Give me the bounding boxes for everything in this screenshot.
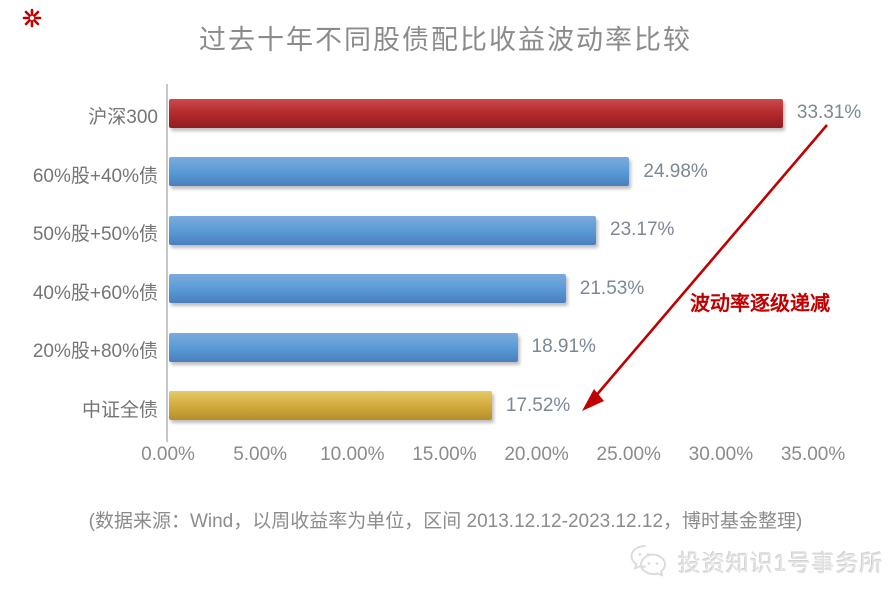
annotation-text: 波动率逐级递减 [690,293,830,315]
x-axis-tick-label: 0.00% [141,444,195,465]
red-asterisk-icon [22,8,42,28]
watermark: 投资知识1号事务所 [628,544,884,578]
category-label: 60%股+40%债 [32,165,158,187]
bar [169,332,518,362]
wechat-logo-icon [630,545,666,577]
chart-title: 过去十年不同股债配比收益波动率比较 [199,25,692,55]
watermark-text: 投资知识1号事务所 [678,550,884,576]
bar [169,274,566,304]
value-label: 23.17% [610,219,675,241]
bar [169,157,630,187]
x-axis-tick-label: 30.00% [688,444,754,465]
x-axis-tick-label: 25.00% [596,444,661,465]
source-note: (数据来源：Wind，以周收益率为单位，区间 2013.12.12-2023.1… [88,511,803,532]
y-axis-line [166,84,168,442]
x-axis-tick-label: 20.00% [504,444,569,465]
value-label: 24.98% [643,160,708,182]
value-label: 33.31% [796,102,862,124]
bar [169,391,492,421]
value-label: 18.91% [531,336,596,358]
x-axis-tick-label: 35.00% [780,444,846,465]
category-label: 50%股+50%债 [32,224,158,246]
bar [169,215,597,245]
value-label: 21.53% [579,277,645,299]
value-label: 17.52% [505,394,571,416]
x-axis-tick-label: 10.00% [320,444,385,465]
category-label: 沪深300 [88,107,158,129]
x-axis-tick-label: 15.00% [412,444,477,465]
bar [169,98,783,128]
x-axis-tick-label: 5.00% [233,444,288,465]
category-label: 中证全债 [81,399,158,421]
category-label: 40%股+60%债 [32,282,158,304]
category-label: 20%股+80%债 [32,341,158,363]
